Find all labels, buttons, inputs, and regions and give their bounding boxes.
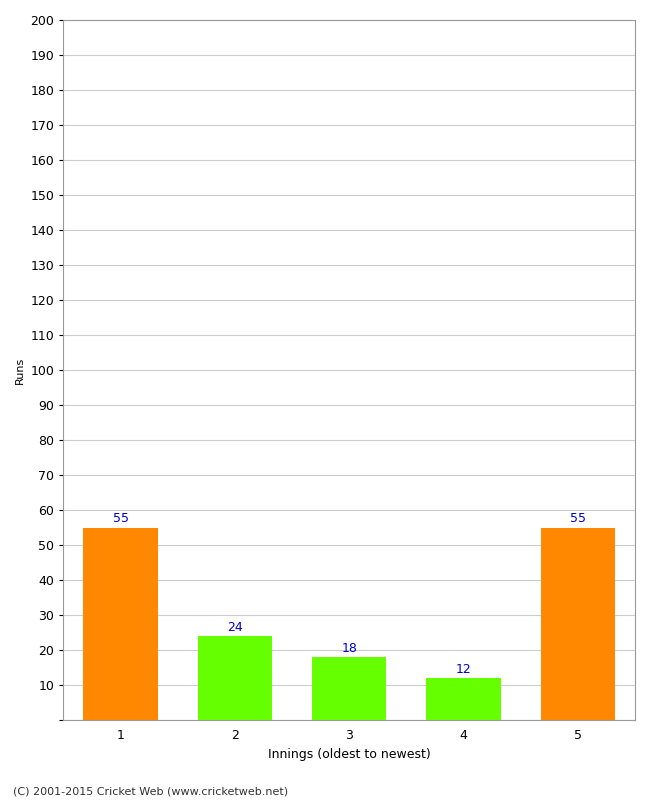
Bar (541, 528, 615, 721)
Bar (198, 636, 272, 721)
Y-axis label: Runs: Runs (15, 357, 25, 384)
X-axis label: Innings (oldest to newest): Innings (oldest to newest) (268, 748, 430, 761)
Bar (312, 658, 386, 721)
Text: 18: 18 (341, 642, 357, 654)
Text: (C) 2001-2015 Cricket Web (www.cricketweb.net): (C) 2001-2015 Cricket Web (www.cricketwe… (13, 786, 288, 796)
Text: 12: 12 (456, 662, 471, 675)
Text: 55: 55 (570, 512, 586, 525)
Bar (426, 678, 500, 721)
Text: 55: 55 (112, 512, 129, 525)
Bar (83, 528, 158, 721)
Text: 24: 24 (227, 621, 243, 634)
